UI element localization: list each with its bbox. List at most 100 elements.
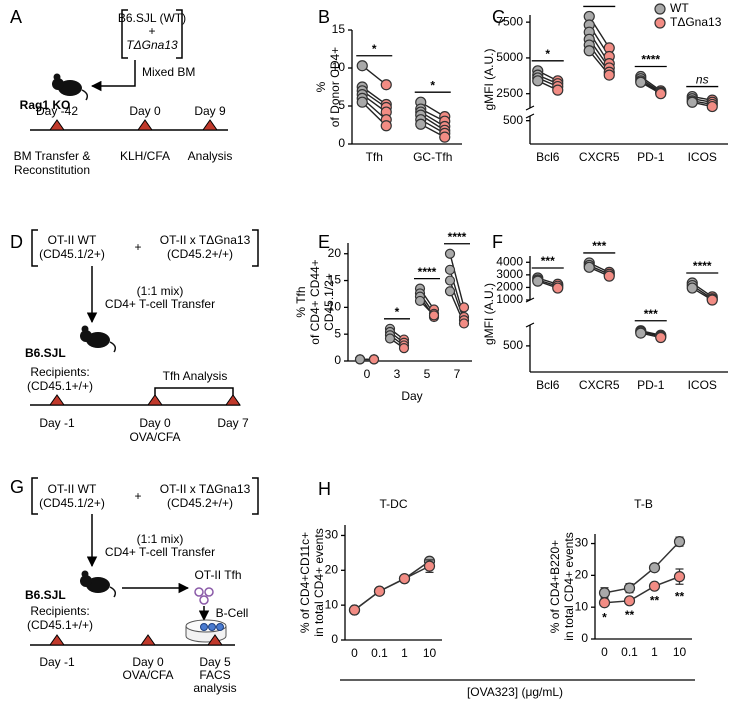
- timepoint: [49, 634, 65, 646]
- tfh-cell: [194, 587, 204, 597]
- data-point: [444, 264, 456, 275]
- plus: +: [148, 24, 155, 38]
- day-label: Day -1: [39, 655, 75, 669]
- data-point: [552, 84, 564, 96]
- y-axis-label: CD45.1/2+: [322, 273, 336, 331]
- transfer-label: CD4+ T-cell Transfer: [105, 545, 215, 559]
- recipients-label: Recipients:: [30, 604, 89, 618]
- donor: OT-II x TΔGna13: [160, 482, 251, 496]
- significance-label: *: [395, 305, 400, 319]
- significance-label: ns: [696, 73, 709, 87]
- significance-label: *: [372, 42, 377, 56]
- day-label: Day 0: [129, 104, 161, 118]
- recipients-label: Recipients:: [30, 365, 89, 379]
- day-label: Day 0: [139, 416, 171, 430]
- data-point: [648, 580, 661, 592]
- data-point: [706, 100, 718, 113]
- x-tick-label: 0: [364, 367, 371, 381]
- data-point: [356, 60, 368, 72]
- data-point: [603, 270, 615, 282]
- x-tick-label: 0.1: [621, 645, 638, 659]
- y-tick-label: 20: [325, 562, 339, 576]
- significance-label: ****: [693, 259, 712, 273]
- y-tick-label: 20: [575, 568, 589, 582]
- transfer-label: CD4+ T-cell Transfer: [105, 297, 215, 311]
- schematic-d: D OT-II WT (CD45.1/2+) + OT-II x TΔGna13…: [10, 229, 259, 444]
- timepoint: [225, 394, 241, 406]
- mouse-icon: [51, 72, 89, 101]
- plus: +: [134, 240, 141, 254]
- data-point: [384, 333, 396, 344]
- b-cell: [216, 623, 224, 631]
- timepoint: [137, 119, 153, 131]
- data-point: [414, 295, 426, 307]
- donor: (CD45.1/2+): [39, 247, 105, 261]
- significance-label: **: [625, 608, 635, 622]
- recipients-label: (CD45.1+/+): [27, 618, 93, 632]
- legend-label: WT: [670, 1, 689, 15]
- chart-title: T-DC: [380, 497, 408, 511]
- y-tick-label: 5: [338, 98, 345, 112]
- x-tick-label: 10: [423, 646, 437, 660]
- bracket: [31, 477, 259, 515]
- x-tick-label: 10: [673, 645, 687, 659]
- y-axis-label: % of CD4+CD11c+: [298, 532, 312, 633]
- y-tick-label: 10: [325, 597, 339, 611]
- recipient: B6.SJL: [25, 346, 66, 360]
- data-point: [444, 286, 456, 297]
- data-point: [655, 88, 667, 100]
- day-label: Day 9: [194, 104, 226, 118]
- donor: (CD45.1/2+): [39, 496, 105, 510]
- timepoint: [207, 634, 223, 646]
- series-line: [604, 575, 680, 604]
- data-point: [635, 327, 647, 339]
- plus: +: [134, 489, 141, 503]
- significance-label: ****: [448, 230, 467, 244]
- data-point: [458, 318, 470, 329]
- significance-label: **: [595, 0, 605, 7]
- x-tick-label: 5: [424, 367, 431, 381]
- tfh-cell: [204, 587, 214, 597]
- data-point: [598, 597, 611, 609]
- data-point: [373, 585, 386, 597]
- event-label: Reconstitution: [14, 163, 90, 177]
- transfer-label: (1:1 mix): [137, 532, 184, 546]
- x-tick-label: Bcl6: [536, 150, 560, 164]
- y-tick-label: 3000: [496, 267, 523, 281]
- data-point: [686, 282, 698, 294]
- panel-label: C: [492, 7, 505, 27]
- data-point: [583, 45, 595, 57]
- axis-break: [525, 105, 535, 119]
- y-tick-label: 0: [331, 632, 338, 646]
- y-tick-label: 10: [328, 300, 342, 314]
- cell-label: OT-II Tfh: [194, 568, 241, 582]
- legend-marker: [654, 3, 666, 15]
- cell-label: B-Cell: [216, 606, 249, 620]
- y-tick-label: 2000: [496, 280, 523, 294]
- donor: B6.SJL (WT): [118, 11, 186, 25]
- y-axis-label: of CD4+ CD44+: [308, 259, 322, 344]
- y-tick-label: 10: [575, 599, 589, 613]
- recipient: B6.SJL: [25, 588, 66, 602]
- event-label: analysis: [193, 681, 236, 695]
- y-axis-label: in total CD4+ events: [562, 532, 576, 640]
- data-point: [356, 96, 368, 108]
- y-tick-label: 7500: [496, 14, 523, 28]
- panel-label: A: [10, 7, 22, 27]
- panel-label: F: [492, 232, 503, 252]
- data-point: [354, 354, 366, 365]
- x-tick-label: PD-1: [637, 150, 665, 164]
- data-point: [532, 275, 544, 287]
- data-point: [439, 131, 451, 143]
- timepoint: [140, 634, 156, 646]
- data-point: [398, 343, 410, 354]
- significance-label: ****: [641, 53, 660, 67]
- donor: OT-II x TΔGna13: [160, 233, 251, 247]
- donor: (CD45.2+/+): [167, 496, 233, 510]
- donor: OT-II WT: [48, 233, 97, 247]
- event-label: KLH/CFA: [120, 149, 170, 163]
- panel-label: G: [10, 477, 24, 497]
- mouse-icon: [79, 324, 117, 353]
- pair-line: [449, 253, 465, 308]
- x-tick-label: CXCR5: [579, 150, 620, 164]
